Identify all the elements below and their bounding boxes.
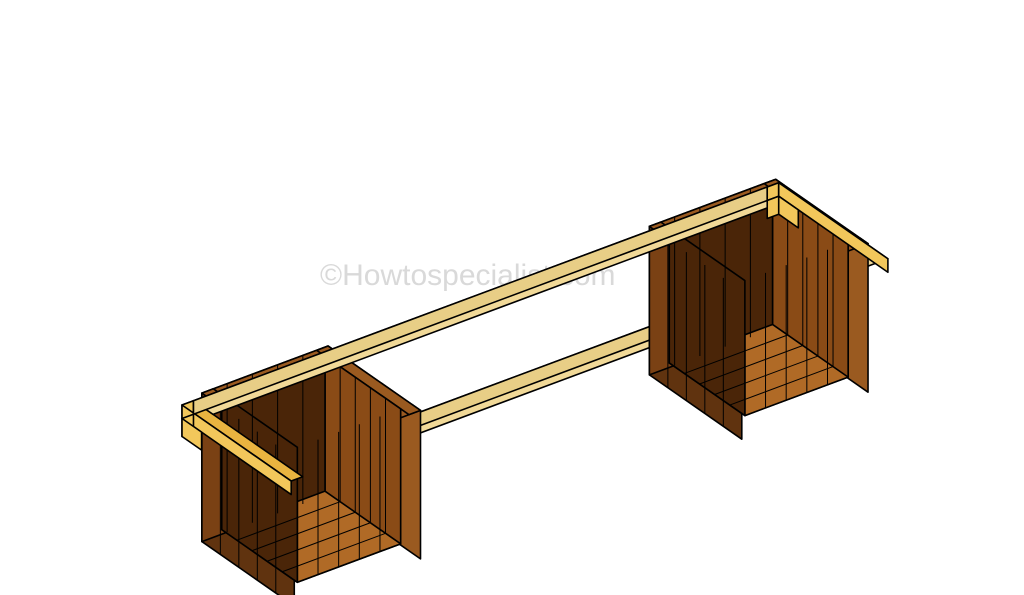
- planter-box-left: [202, 346, 421, 595]
- planter-bench-diagram: ©Howtospecialist.com78"19 1/2": [0, 0, 1024, 595]
